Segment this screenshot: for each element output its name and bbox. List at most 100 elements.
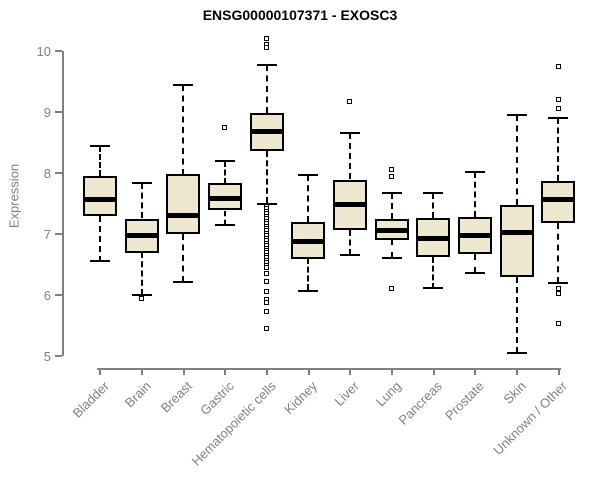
upper-whisker-cap-unknown-other: [548, 117, 568, 119]
lower-whisker-cap-kidney: [298, 290, 318, 292]
upper-whisker-cap-gastric: [215, 160, 235, 162]
outlier-hematopoietic-cells: [264, 279, 269, 284]
box-skin: [500, 205, 534, 277]
lower-whisker-cap-breast: [173, 281, 193, 283]
lower-whisker-cap-pancreas: [423, 287, 443, 289]
lower-whisker-lung: [391, 239, 393, 258]
upper-whisker-lung: [391, 193, 393, 219]
upper-whisker-prostate: [474, 172, 476, 217]
x-axis-tick: [308, 368, 310, 375]
outlier-unknown-other: [556, 97, 561, 102]
median-prostate: [460, 233, 490, 238]
median-pancreas: [418, 236, 448, 241]
y-tick-label: 8: [43, 166, 51, 181]
outlier-hematopoietic-cells: [264, 36, 269, 41]
lower-whisker-unknown-other: [557, 223, 559, 283]
lower-whisker-liver: [349, 230, 351, 255]
outlier-hematopoietic-cells: [264, 45, 269, 50]
outlier-hematopoietic-cells: [264, 326, 269, 331]
median-breast: [168, 213, 198, 218]
median-unknown-other: [543, 197, 573, 202]
y-axis-tick: [55, 355, 62, 357]
x-axis-tick: [224, 368, 226, 375]
x-axis-tick: [183, 368, 185, 375]
lower-whisker-breast: [182, 234, 184, 282]
upper-whisker-hematopoietic-cells: [266, 65, 268, 113]
box-unknown-other: [541, 181, 575, 223]
median-hematopoietic-cells: [252, 129, 282, 134]
box-bladder: [83, 176, 117, 216]
upper-whisker-pancreas: [432, 193, 434, 218]
median-skin: [502, 230, 532, 235]
outlier-hematopoietic-cells: [264, 309, 269, 314]
y-tick-label: 10: [36, 44, 51, 59]
box-breast: [166, 174, 200, 234]
y-tick-label: 9: [43, 105, 51, 120]
x-axis-tick: [349, 368, 351, 375]
x-axis-tick: [558, 368, 560, 375]
upper-whisker-cap-hematopoietic-cells: [257, 64, 277, 66]
median-bladder: [85, 197, 115, 202]
x-axis-tick: [266, 368, 268, 375]
median-liver: [335, 202, 365, 207]
outlier-lung: [389, 167, 394, 172]
y-axis-tick: [55, 172, 62, 174]
outlier-lung: [389, 174, 394, 179]
x-axis-tick: [99, 368, 101, 375]
upper-whisker-cap-brain: [132, 182, 152, 184]
upper-whisker-cap-prostate: [465, 171, 485, 173]
lower-whisker-cap-bladder: [90, 260, 110, 262]
outlier-hematopoietic-cells: [264, 300, 269, 305]
x-axis-tick: [433, 368, 435, 375]
lower-whisker-cap-brain: [132, 294, 152, 296]
lower-whisker-kidney: [307, 258, 309, 290]
y-axis-line: [62, 51, 64, 356]
outlier-unknown-other: [556, 106, 561, 111]
y-axis-tick: [55, 233, 62, 235]
lower-whisker-pancreas: [432, 257, 434, 289]
outlier-hematopoietic-cells: [264, 289, 269, 294]
outlier-unknown-other: [556, 286, 561, 291]
upper-whisker-cap-liver: [340, 132, 360, 134]
lower-whisker-cap-unknown-other: [548, 282, 568, 284]
outlier-brain: [139, 296, 144, 301]
outlier-hematopoietic-cells: [264, 271, 269, 276]
outlier-unknown-other: [556, 64, 561, 69]
upper-whisker-unknown-other: [557, 118, 559, 181]
lower-whisker-cap-lung: [382, 257, 402, 259]
outlier-gastric: [222, 125, 227, 130]
upper-whisker-liver: [349, 133, 351, 179]
y-axis-tick: [55, 111, 62, 113]
upper-whisker-cap-breast: [173, 84, 193, 86]
y-axis-tick: [55, 50, 62, 52]
upper-whisker-cap-skin: [507, 114, 527, 116]
y-tick-label: 7: [43, 227, 51, 242]
chart-title: ENSG00000107371 - EXOSC3: [202, 7, 398, 23]
upper-whisker-cap-pancreas: [423, 192, 443, 194]
upper-whisker-cap-bladder: [90, 145, 110, 147]
lower-whisker-cap-gastric: [215, 224, 235, 226]
lower-whisker-brain: [141, 252, 143, 295]
upper-whisker-kidney: [307, 175, 309, 222]
upper-whisker-breast: [182, 85, 184, 175]
median-lung: [377, 228, 407, 233]
x-axis-tick: [391, 368, 393, 375]
lower-whisker-cap-skin: [507, 352, 527, 354]
upper-whisker-bladder: [99, 146, 101, 176]
lower-whisker-cap-prostate: [465, 272, 485, 274]
y-axis-tick: [55, 294, 62, 296]
outlier-unknown-other: [556, 321, 561, 326]
upper-whisker-skin: [516, 115, 518, 205]
y-tick-label: 5: [43, 349, 51, 364]
upper-whisker-cap-lung: [382, 192, 402, 194]
outlier-liver: [347, 99, 352, 104]
x-axis-tick: [474, 368, 476, 375]
outlier-unknown-other: [556, 291, 561, 296]
lower-whisker-prostate: [474, 254, 476, 273]
upper-whisker-brain: [141, 183, 143, 218]
upper-whisker-gastric: [224, 161, 226, 184]
upper-whisker-cap-kidney: [298, 174, 318, 176]
median-brain: [127, 233, 157, 238]
lower-whisker-cap-liver: [340, 254, 360, 256]
